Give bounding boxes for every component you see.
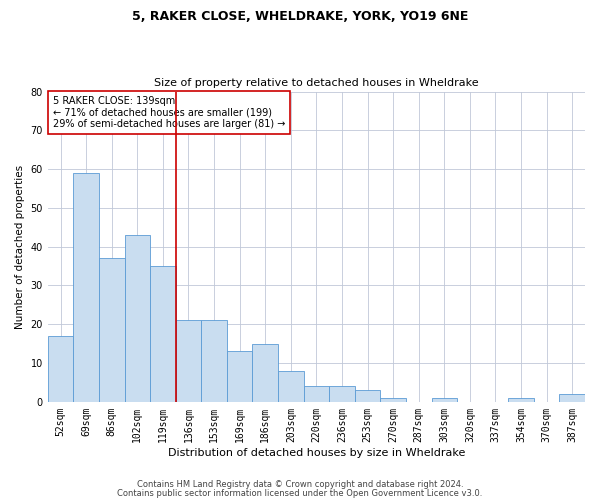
- Bar: [227, 352, 253, 402]
- Bar: [508, 398, 534, 402]
- Bar: [125, 235, 150, 402]
- Bar: [201, 320, 227, 402]
- Bar: [304, 386, 329, 402]
- Bar: [48, 336, 73, 402]
- Text: 5, RAKER CLOSE, WHELDRAKE, YORK, YO19 6NE: 5, RAKER CLOSE, WHELDRAKE, YORK, YO19 6N…: [132, 10, 468, 23]
- Bar: [99, 258, 125, 402]
- Bar: [329, 386, 355, 402]
- Y-axis label: Number of detached properties: Number of detached properties: [15, 164, 25, 329]
- Text: Contains HM Land Registry data © Crown copyright and database right 2024.: Contains HM Land Registry data © Crown c…: [137, 480, 463, 489]
- Bar: [380, 398, 406, 402]
- Bar: [176, 320, 201, 402]
- Bar: [559, 394, 585, 402]
- Bar: [150, 266, 176, 402]
- Text: Contains public sector information licensed under the Open Government Licence v3: Contains public sector information licen…: [118, 489, 482, 498]
- Title: Size of property relative to detached houses in Wheldrake: Size of property relative to detached ho…: [154, 78, 479, 88]
- Bar: [431, 398, 457, 402]
- Bar: [278, 371, 304, 402]
- X-axis label: Distribution of detached houses by size in Wheldrake: Distribution of detached houses by size …: [168, 448, 465, 458]
- Bar: [73, 173, 99, 402]
- Bar: [253, 344, 278, 402]
- Text: 5 RAKER CLOSE: 139sqm
← 71% of detached houses are smaller (199)
29% of semi-det: 5 RAKER CLOSE: 139sqm ← 71% of detached …: [53, 96, 286, 130]
- Bar: [355, 390, 380, 402]
